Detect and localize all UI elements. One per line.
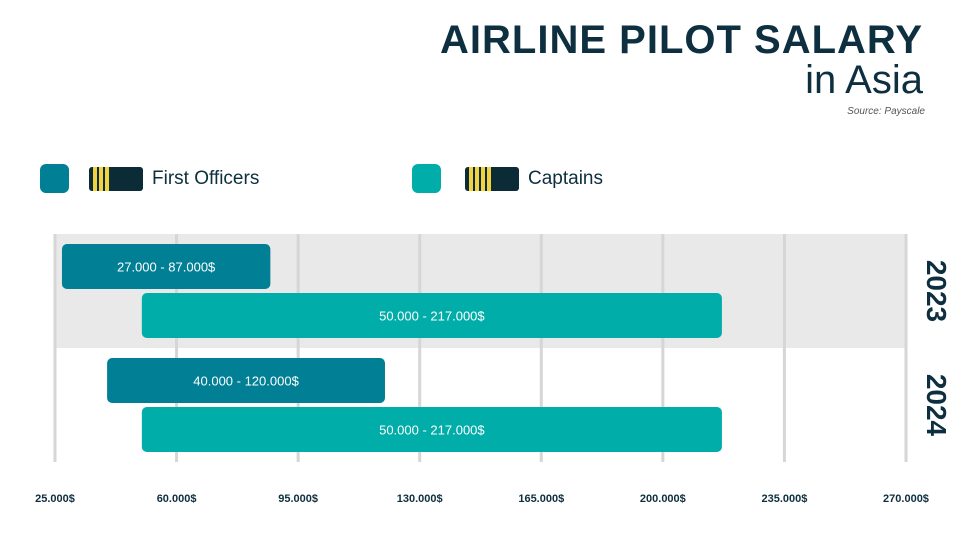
- bar-first-officers-2023: [61, 244, 271, 289]
- legend-swatch-captains: [412, 164, 441, 193]
- category-label-2023: 2023: [921, 260, 952, 322]
- bar-first-officers-2024: [107, 358, 385, 403]
- source-note: Source: Payscale: [847, 106, 925, 117]
- legend-swatch-first-officers: [40, 164, 69, 193]
- x-tick-label: 25.000$: [35, 493, 75, 505]
- epaulette-three-stripes-icon: [89, 167, 143, 191]
- bar-label-first-officers-2024: 40.000 - 120.000$: [193, 374, 299, 389]
- x-tick-label: 95.000$: [278, 493, 318, 505]
- chart-title: AIRLINE PILOT SALARY: [440, 18, 923, 62]
- x-tick-label: 60.000$: [157, 493, 197, 505]
- x-tick-label: 200.000$: [640, 493, 686, 505]
- bar-captains-2024: [141, 407, 722, 452]
- x-tick-label: 235.000$: [761, 493, 807, 505]
- legend-label-first-officers: First Officers: [152, 168, 260, 189]
- bar-label-captains-2023: 50.000 - 217.000$: [379, 309, 485, 324]
- category-label-2024: 2024: [921, 374, 952, 437]
- bar-captains-2023: [141, 293, 722, 338]
- legend-label-captains: Captains: [528, 168, 603, 189]
- x-tick-label: 130.000$: [397, 493, 443, 505]
- bar-label-first-officers-2023: 27.000 - 87.000$: [117, 260, 216, 275]
- x-tick-label: 165.000$: [518, 493, 564, 505]
- x-tick-label: 270.000$: [883, 493, 929, 505]
- bar-label-captains-2024: 50.000 - 217.000$: [379, 423, 485, 438]
- epaulette-four-stripes-icon: [465, 167, 519, 191]
- chart-subtitle: in Asia: [805, 58, 923, 102]
